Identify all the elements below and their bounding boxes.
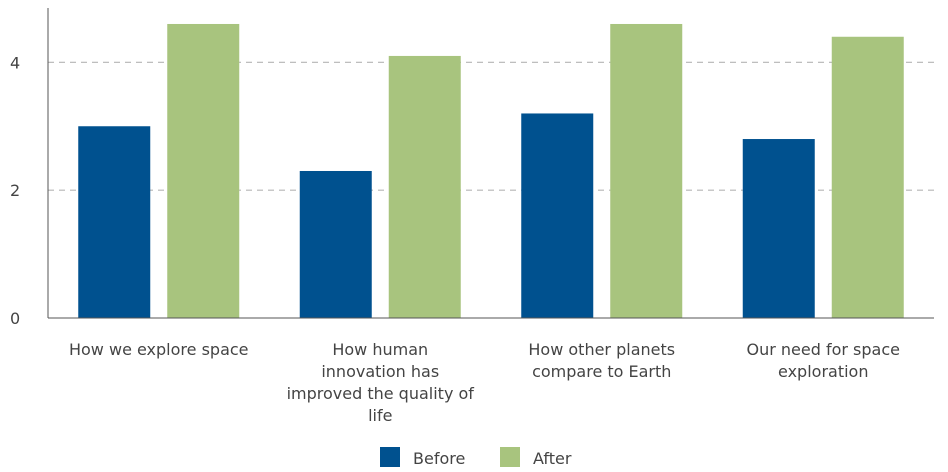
legend-label-before: Before: [413, 449, 465, 468]
legend-swatch-before: [380, 447, 400, 467]
y-tick-label: 0: [10, 309, 20, 328]
bar-before-1: [78, 126, 151, 318]
x-axis-category-labels: How we explore space How human innovation …: [69, 340, 900, 425]
legend-label-after: After: [533, 449, 572, 468]
x-category-label: How we explore space: [69, 340, 249, 359]
bar-after-2: [388, 55, 461, 319]
x-category-label: exploration: [778, 362, 868, 381]
x-category-label: How human: [332, 340, 428, 359]
bar-before-4: [742, 139, 815, 318]
y-tick-label: 2: [10, 181, 20, 200]
y-tick-label: 4: [10, 53, 20, 72]
bar-before-2: [299, 170, 372, 318]
x-category-label: compare to Earth: [532, 362, 671, 381]
x-category-label: innovation has: [321, 362, 439, 381]
x-category-label: improved the quality of: [287, 384, 475, 403]
bar-before-3: [521, 113, 594, 318]
legend: Before After: [380, 447, 572, 468]
x-category-label: How other planets: [528, 340, 675, 359]
bar-after-3: [610, 23, 683, 319]
x-category-label: Our need for space: [747, 340, 901, 359]
bar-after-1: [167, 23, 240, 319]
legend-swatch-after: [500, 447, 520, 467]
bar-after-4: [831, 36, 904, 319]
x-category-label: life: [368, 406, 392, 425]
bars: [78, 23, 904, 319]
y-axis-tick-labels: 0 2 4: [10, 53, 20, 328]
